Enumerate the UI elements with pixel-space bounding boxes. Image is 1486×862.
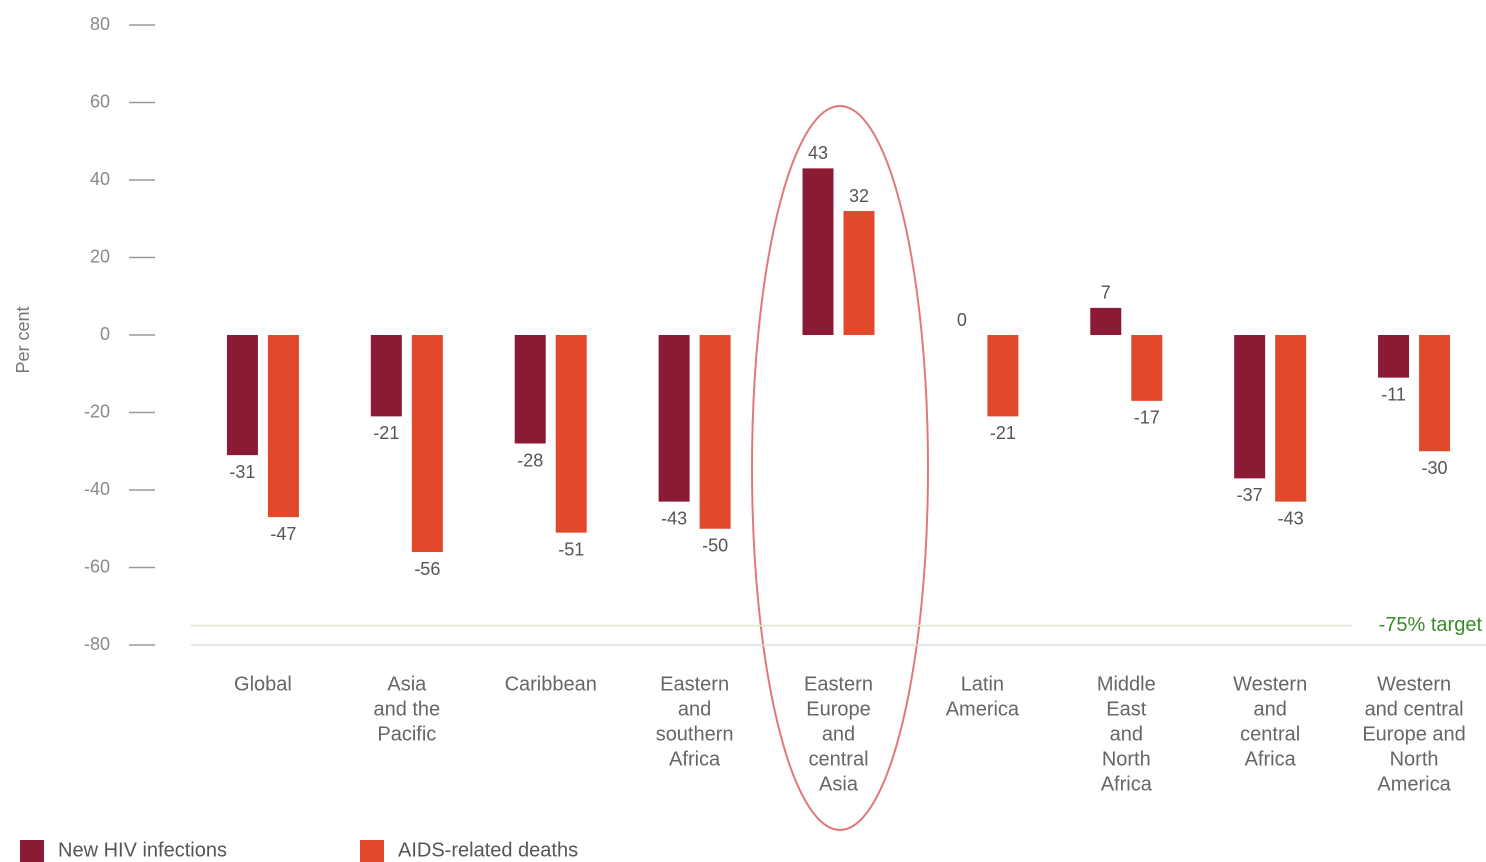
y-tick-label: 40 [90,169,110,189]
bar [802,168,834,335]
x-tick-label: and central [1365,698,1464,720]
bar [699,335,731,529]
bar [370,335,402,417]
x-tick-label: North [1390,748,1439,770]
x-tick-label: and [1253,698,1286,720]
value-label: -47 [270,524,296,544]
bar [411,335,443,552]
bar [1275,335,1307,502]
x-tick-label: central [808,748,868,770]
value-label: -21 [373,423,399,443]
bar [555,335,587,533]
x-tick-label: America [1377,773,1451,795]
x-tick-label: and the [373,698,440,720]
y-tick-label: 80 [90,14,110,34]
x-tick-label: Africa [1245,748,1297,770]
x-tick-label: Western [1377,673,1451,695]
value-label: 43 [808,143,828,163]
x-tick-label: Global [234,673,292,695]
target-label: -75% target [1379,614,1483,636]
y-axis-label: Per cent [13,306,33,373]
x-tick-label: Eastern [660,673,729,695]
y-tick-label: 0 [100,324,110,344]
x-tick-label: Pacific [377,723,436,745]
legend-swatch [20,840,44,862]
y-tick-label: 60 [90,91,110,111]
bar [267,335,299,518]
x-tick-label: Africa [669,748,721,770]
bar [1131,335,1163,401]
y-tick-label: -80 [84,634,110,654]
bar [843,211,875,335]
x-tick-label: Caribbean [505,673,597,695]
x-tick-label: southern [656,723,734,745]
bar [1378,335,1410,378]
value-label: 7 [1101,283,1111,303]
bar [658,335,690,502]
value-label: -31 [229,462,255,482]
bar [514,335,546,444]
y-tick-label: -20 [84,401,110,421]
bar [1234,335,1266,479]
value-label: -43 [661,508,687,528]
x-tick-label: Eastern [804,673,873,695]
value-label: -21 [990,423,1016,443]
value-label: -11 [1381,384,1406,404]
value-label: -50 [702,536,728,556]
value-label: 32 [849,186,869,206]
legend-label: AIDS-related deaths [398,839,578,861]
x-tick-label: Africa [1101,773,1153,795]
x-tick-label: Asia [387,673,427,695]
x-tick-label: and [822,723,855,745]
x-tick-label: Europe and [1362,723,1465,745]
x-tick-label: East [1106,698,1146,720]
value-label: -43 [1278,508,1304,528]
bar [226,335,258,456]
y-tick-label: 20 [90,246,110,266]
legend-swatch [360,840,384,862]
value-label: -30 [1422,458,1448,478]
x-tick-label: Middle [1097,673,1156,695]
x-tick-label: Europe [806,698,871,720]
value-label: -28 [517,450,543,470]
x-tick-label: Asia [819,773,859,795]
bar [1419,335,1451,452]
value-label: 0 [957,310,967,330]
x-tick-label: central [1240,723,1300,745]
bar [1090,307,1122,335]
x-tick-label: Latin [961,673,1004,695]
value-label: -37 [1237,485,1263,505]
x-tick-label: and [1110,723,1143,745]
x-tick-label: and [678,698,711,720]
x-tick-label: North [1102,748,1151,770]
value-label: -51 [558,539,584,559]
value-label: -56 [414,559,440,579]
bar [987,335,1019,417]
x-tick-label: America [946,698,1020,720]
value-label: -17 [1134,408,1160,428]
y-tick-label: -40 [84,479,110,499]
x-tick-label: Western [1233,673,1307,695]
y-tick-label: -60 [84,556,110,576]
highlight-ellipse [751,105,929,831]
legend-label: New HIV infections [58,839,227,861]
